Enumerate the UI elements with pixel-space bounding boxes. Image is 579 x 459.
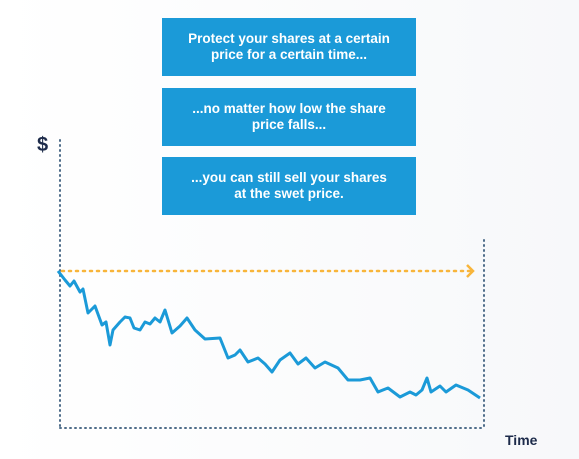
callout-line: ...you can still sell your shares [191,170,387,185]
y-axis-label: $ [37,134,49,156]
callout-line: price for a certain time... [210,47,368,62]
x-axis-label: Time [505,432,538,448]
callout-box: Protect your shares at a certain price f… [162,18,416,76]
callout-box: ...no matter how low the share price fal… [162,88,416,146]
callout-line: at the swet price. [234,186,344,201]
callout-line: ...no matter how low the share [192,101,386,116]
callout-line: Protect your shares at a certain [188,31,390,46]
strike-arrow [466,264,475,278]
callout-line: price falls... [251,117,327,132]
callout-box: ...you can still sell your shares at the… [162,157,416,215]
price-line [56,270,481,400]
